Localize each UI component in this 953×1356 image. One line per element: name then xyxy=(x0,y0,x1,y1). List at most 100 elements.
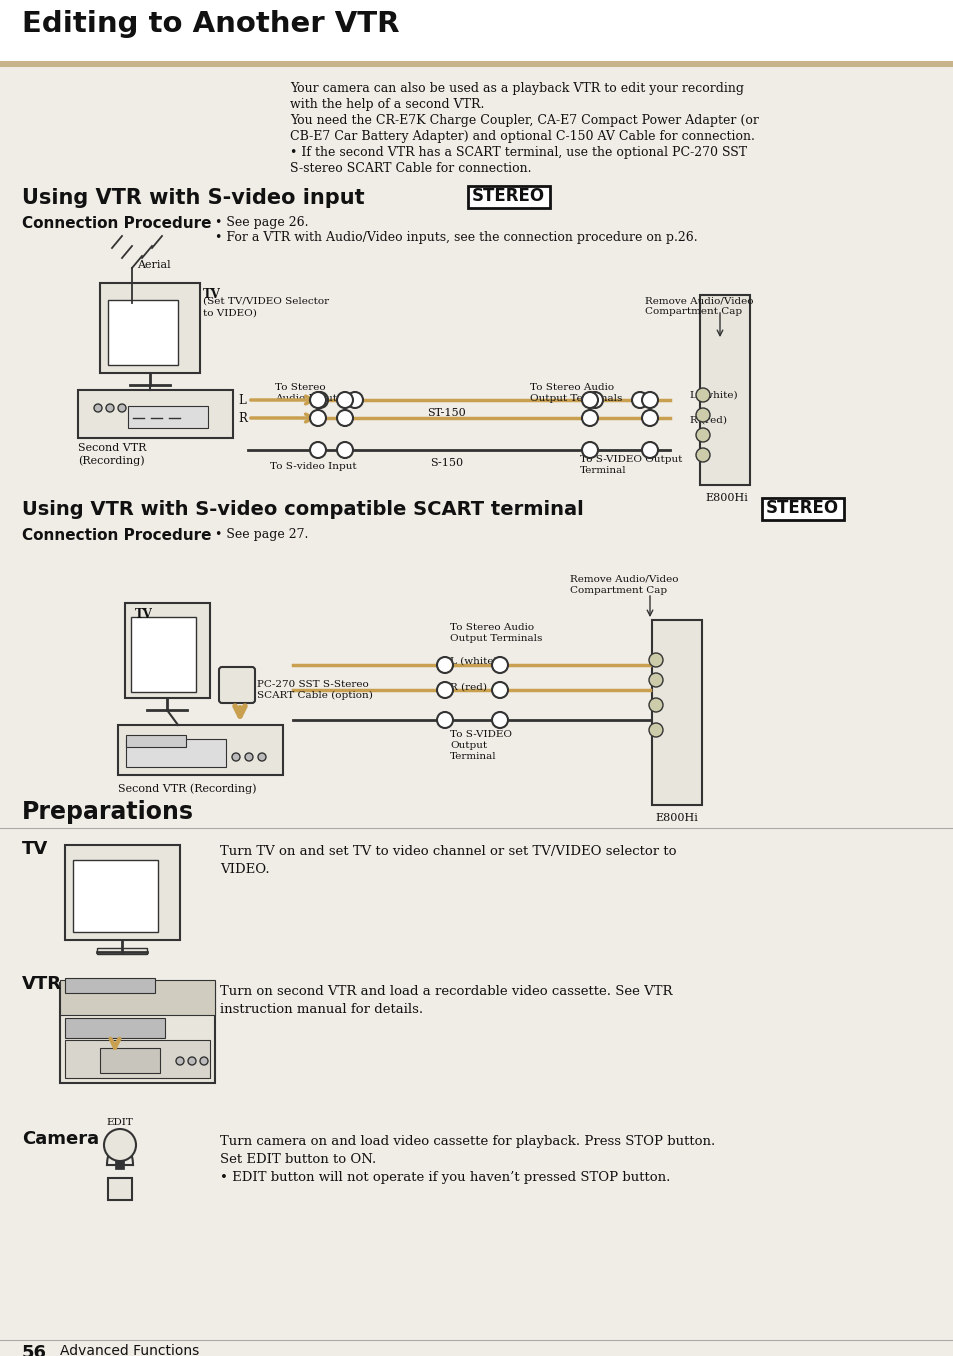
Circle shape xyxy=(336,410,353,426)
Bar xyxy=(73,860,158,932)
Text: L (white): L (white) xyxy=(689,391,737,400)
Circle shape xyxy=(648,723,662,738)
Bar xyxy=(108,300,178,365)
Text: • See page 27.: • See page 27. xyxy=(214,527,308,541)
Bar xyxy=(700,296,749,485)
Text: TV: TV xyxy=(203,287,221,301)
Circle shape xyxy=(581,410,598,426)
Bar xyxy=(126,735,186,747)
Bar xyxy=(761,498,843,519)
Bar xyxy=(118,725,283,776)
Text: (Set TV/VIDEO Selector
to VIDEO): (Set TV/VIDEO Selector to VIDEO) xyxy=(203,297,329,317)
Bar xyxy=(131,617,195,692)
Bar xyxy=(65,845,180,940)
Bar xyxy=(126,739,226,767)
Text: EDIT: EDIT xyxy=(107,1117,133,1127)
Circle shape xyxy=(106,404,113,412)
Circle shape xyxy=(492,682,507,698)
Bar xyxy=(651,620,701,805)
Bar xyxy=(100,1048,160,1073)
Text: R (red): R (red) xyxy=(689,415,726,424)
Bar xyxy=(108,1178,132,1200)
Circle shape xyxy=(175,1056,184,1064)
Bar xyxy=(97,948,147,955)
Text: Turn TV on and set TV to video channel or set TV/VIDEO selector to
VIDEO.: Turn TV on and set TV to video channel o… xyxy=(220,845,676,876)
Text: CB-E7 Car Battery Adapter) and optional C-150 AV Cable for connection.: CB-E7 Car Battery Adapter) and optional … xyxy=(290,130,754,142)
Circle shape xyxy=(696,428,709,442)
Text: Second VTR (Recording): Second VTR (Recording) xyxy=(118,782,256,793)
Text: Using VTR with S-video compatible SCART terminal: Using VTR with S-video compatible SCART … xyxy=(22,500,583,519)
Text: PC-270 SST S-Stereo
SCART Cable (option): PC-270 SST S-Stereo SCART Cable (option) xyxy=(256,679,373,700)
Bar xyxy=(65,978,154,993)
Circle shape xyxy=(310,442,326,458)
Text: Advanced Functions: Advanced Functions xyxy=(60,1344,199,1356)
Circle shape xyxy=(581,392,598,408)
Circle shape xyxy=(696,447,709,462)
Text: Connection Procedure: Connection Procedure xyxy=(22,216,212,231)
Bar xyxy=(128,405,208,428)
Circle shape xyxy=(641,410,658,426)
Text: Turn camera on and load video cassette for playback. Press STOP button.
Set EDIT: Turn camera on and load video cassette f… xyxy=(220,1135,715,1184)
Text: VTR: VTR xyxy=(22,975,62,993)
Text: S-150: S-150 xyxy=(430,458,463,468)
Text: To S-VIDEO
Output
Terminal: To S-VIDEO Output Terminal xyxy=(450,730,512,761)
Text: Connection Procedure: Connection Procedure xyxy=(22,527,212,542)
Circle shape xyxy=(492,658,507,673)
Circle shape xyxy=(232,753,240,761)
Circle shape xyxy=(641,442,658,458)
Circle shape xyxy=(347,392,363,408)
Text: Second VTR
(Recording): Second VTR (Recording) xyxy=(78,443,146,466)
Text: Your camera can also be used as a playback VTR to edit your recording: Your camera can also be used as a playba… xyxy=(290,81,743,95)
Circle shape xyxy=(200,1056,208,1064)
Circle shape xyxy=(696,408,709,422)
Circle shape xyxy=(336,442,353,458)
Text: S-stereo SCART Cable for connection.: S-stereo SCART Cable for connection. xyxy=(290,161,531,175)
Circle shape xyxy=(104,1130,136,1161)
Text: Using VTR with S-video input: Using VTR with S-video input xyxy=(22,188,364,207)
Text: Aerial: Aerial xyxy=(137,260,171,270)
Text: You need the CR-E7K Charge Coupler, CA-E7 Compact Power Adapter (or: You need the CR-E7K Charge Coupler, CA-E… xyxy=(290,114,758,127)
Text: To Stereo Audio
Output Terminals: To Stereo Audio Output Terminals xyxy=(450,622,542,643)
Text: E800Hi: E800Hi xyxy=(704,494,747,503)
Text: L (white): L (white) xyxy=(450,658,497,666)
Text: Editing to Another VTR: Editing to Another VTR xyxy=(22,9,399,38)
Text: TV: TV xyxy=(22,839,49,858)
Circle shape xyxy=(310,392,326,408)
Circle shape xyxy=(436,682,453,698)
Text: Preparations: Preparations xyxy=(22,800,193,824)
Bar xyxy=(78,391,233,438)
Circle shape xyxy=(94,404,102,412)
Circle shape xyxy=(696,388,709,401)
Text: Camera: Camera xyxy=(22,1130,99,1149)
Circle shape xyxy=(648,673,662,687)
Circle shape xyxy=(257,753,266,761)
Circle shape xyxy=(188,1056,195,1064)
Bar xyxy=(60,980,214,1016)
Text: Remove Audio/Video
Compartment Cap: Remove Audio/Video Compartment Cap xyxy=(644,296,753,316)
Bar xyxy=(100,283,200,373)
Circle shape xyxy=(586,392,602,408)
Text: • For a VTR with Audio/Video inputs, see the connection procedure on p.26.: • For a VTR with Audio/Video inputs, see… xyxy=(214,231,697,244)
Circle shape xyxy=(245,753,253,761)
Text: R: R xyxy=(237,411,247,424)
Circle shape xyxy=(312,392,328,408)
Text: 56: 56 xyxy=(22,1344,47,1356)
Circle shape xyxy=(310,410,326,426)
Text: Remove Audio/Video
Compartment Cap: Remove Audio/Video Compartment Cap xyxy=(569,575,678,595)
Text: with the help of a second VTR.: with the help of a second VTR. xyxy=(290,98,484,111)
Bar xyxy=(60,983,214,1083)
Text: E800Hi: E800Hi xyxy=(655,814,698,823)
Circle shape xyxy=(492,712,507,728)
Circle shape xyxy=(581,442,598,458)
Bar xyxy=(0,61,953,66)
Text: L: L xyxy=(237,393,246,407)
Circle shape xyxy=(436,712,453,728)
Text: Turn on second VTR and load a recordable video cassette. See VTR
instruction man: Turn on second VTR and load a recordable… xyxy=(220,984,672,1016)
Bar xyxy=(65,1040,210,1078)
Text: To Stereo
Audio Inputs: To Stereo Audio Inputs xyxy=(274,382,342,403)
Bar xyxy=(65,1018,165,1037)
Circle shape xyxy=(648,698,662,712)
Text: • If the second VTR has a SCART terminal, use the optional PC-270 SST: • If the second VTR has a SCART terminal… xyxy=(290,146,746,159)
Text: To S-VIDEO Output
Terminal: To S-VIDEO Output Terminal xyxy=(579,456,681,475)
Text: To S-video Input: To S-video Input xyxy=(270,462,356,471)
